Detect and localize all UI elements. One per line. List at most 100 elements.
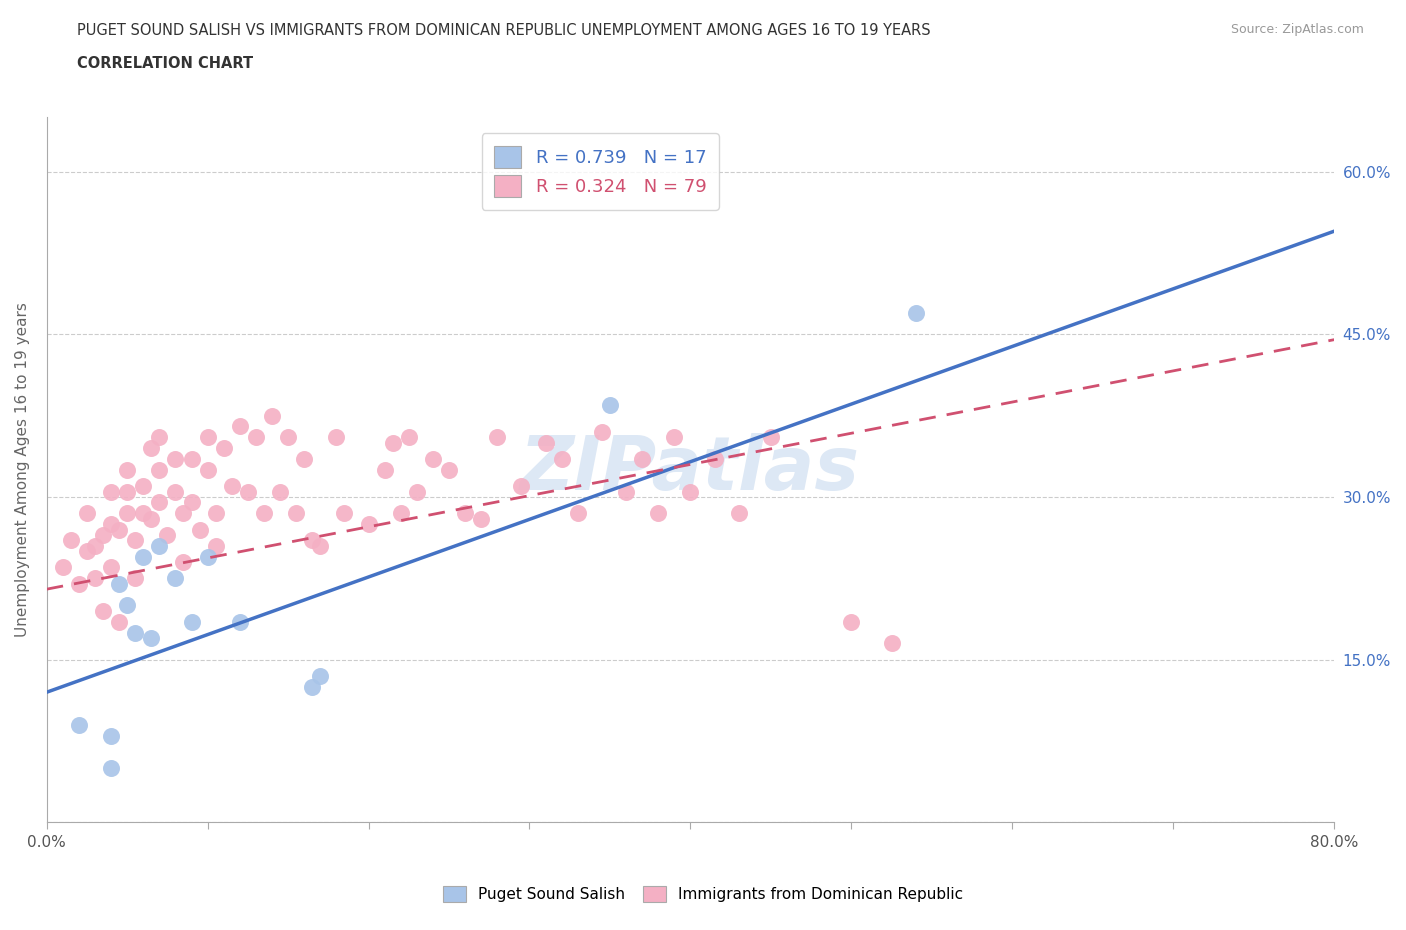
Point xyxy=(292,452,315,467)
Point xyxy=(148,495,170,510)
Point xyxy=(91,604,114,618)
Y-axis label: Unemployment Among Ages 16 to 19 years: Unemployment Among Ages 16 to 19 years xyxy=(15,302,30,637)
Point xyxy=(381,435,404,450)
Point xyxy=(115,462,138,477)
Point xyxy=(100,560,122,575)
Point xyxy=(309,669,332,684)
Point xyxy=(204,506,226,521)
Point xyxy=(631,452,654,467)
Point xyxy=(599,397,621,412)
Point xyxy=(357,517,380,532)
Point xyxy=(108,615,131,630)
Text: ZIPatlas: ZIPatlas xyxy=(520,433,860,506)
Point xyxy=(132,506,155,521)
Point xyxy=(165,571,187,586)
Legend: R = 0.739   N = 17, R = 0.324   N = 79: R = 0.739 N = 17, R = 0.324 N = 79 xyxy=(481,133,718,210)
Point xyxy=(148,462,170,477)
Point xyxy=(156,527,179,542)
Point xyxy=(727,506,749,521)
Point xyxy=(277,430,299,445)
Point xyxy=(108,577,131,591)
Point xyxy=(841,615,863,630)
Point xyxy=(84,538,107,553)
Point xyxy=(703,452,725,467)
Point xyxy=(398,430,420,445)
Point xyxy=(100,517,122,532)
Point xyxy=(180,615,202,630)
Point xyxy=(67,717,90,732)
Text: PUGET SOUND SALISH VS IMMIGRANTS FROM DOMINICAN REPUBLIC UNEMPLOYMENT AMONG AGES: PUGET SOUND SALISH VS IMMIGRANTS FROM DO… xyxy=(77,23,931,38)
Point xyxy=(260,408,283,423)
Legend: Puget Sound Salish, Immigrants from Dominican Republic: Puget Sound Salish, Immigrants from Domi… xyxy=(436,880,970,909)
Point xyxy=(253,506,276,521)
Point xyxy=(100,728,122,743)
Point xyxy=(880,636,903,651)
Point xyxy=(534,435,557,450)
Point xyxy=(759,430,782,445)
Point xyxy=(229,615,252,630)
Point xyxy=(141,631,163,645)
Point xyxy=(486,430,509,445)
Point xyxy=(108,522,131,537)
Point xyxy=(100,761,122,776)
Point xyxy=(84,571,107,586)
Point xyxy=(591,424,613,439)
Point xyxy=(180,495,202,510)
Point xyxy=(301,679,323,694)
Point xyxy=(165,452,187,467)
Point xyxy=(141,441,163,456)
Point xyxy=(124,571,146,586)
Point xyxy=(285,506,308,521)
Point xyxy=(325,430,347,445)
Point xyxy=(422,452,444,467)
Point xyxy=(437,462,460,477)
Point xyxy=(67,577,90,591)
Point xyxy=(333,506,356,521)
Point xyxy=(124,625,146,640)
Point xyxy=(172,506,194,521)
Point xyxy=(115,506,138,521)
Point xyxy=(221,479,243,494)
Point xyxy=(132,479,155,494)
Point xyxy=(115,485,138,499)
Point xyxy=(172,554,194,569)
Text: Source: ZipAtlas.com: Source: ZipAtlas.com xyxy=(1230,23,1364,36)
Point xyxy=(148,430,170,445)
Point xyxy=(454,506,477,521)
Point xyxy=(405,485,427,499)
Point xyxy=(904,305,927,320)
Point xyxy=(132,550,155,565)
Point xyxy=(567,506,589,521)
Point xyxy=(269,485,291,499)
Point xyxy=(197,550,219,565)
Point xyxy=(510,479,533,494)
Point xyxy=(550,452,572,467)
Point xyxy=(647,506,669,521)
Point xyxy=(389,506,412,521)
Point xyxy=(301,533,323,548)
Point xyxy=(180,452,202,467)
Point xyxy=(309,538,332,553)
Point xyxy=(124,533,146,548)
Point xyxy=(165,485,187,499)
Point xyxy=(245,430,267,445)
Point xyxy=(115,598,138,613)
Point xyxy=(470,512,492,526)
Point xyxy=(614,485,637,499)
Point xyxy=(229,419,252,434)
Point xyxy=(148,538,170,553)
Point xyxy=(212,441,235,456)
Point xyxy=(100,485,122,499)
Point xyxy=(197,462,219,477)
Point xyxy=(141,512,163,526)
Point xyxy=(76,544,98,559)
Point xyxy=(52,560,75,575)
Point xyxy=(236,485,259,499)
Point xyxy=(59,533,82,548)
Point xyxy=(204,538,226,553)
Text: CORRELATION CHART: CORRELATION CHART xyxy=(77,56,253,71)
Point xyxy=(679,485,702,499)
Point xyxy=(76,506,98,521)
Point xyxy=(188,522,211,537)
Point xyxy=(374,462,396,477)
